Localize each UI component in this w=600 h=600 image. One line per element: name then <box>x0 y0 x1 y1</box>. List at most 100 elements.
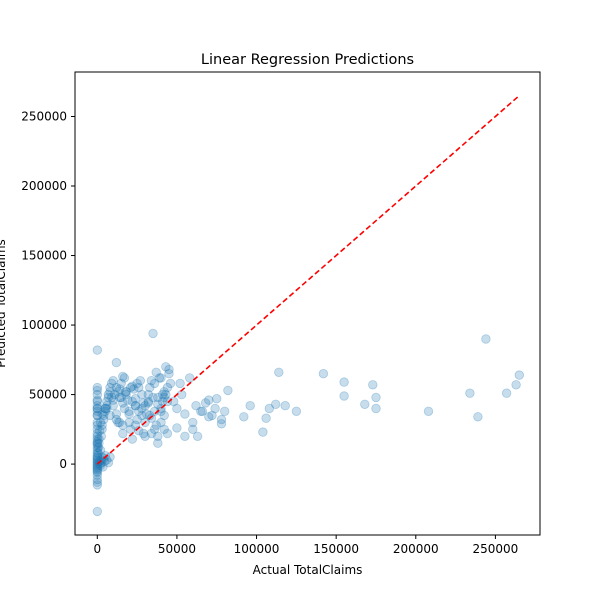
data-point <box>95 417 106 428</box>
data-point <box>161 362 171 372</box>
data-point <box>223 385 233 396</box>
data-point <box>92 434 103 444</box>
data-point <box>176 389 187 400</box>
data-point <box>100 403 111 414</box>
data-point <box>154 373 165 383</box>
data-point <box>211 394 222 404</box>
data-point <box>501 388 512 398</box>
data-point <box>138 398 149 408</box>
data-point <box>146 376 157 386</box>
data-point <box>151 420 161 430</box>
data-point <box>92 410 103 421</box>
data-point <box>133 406 144 417</box>
data-point <box>114 384 125 394</box>
data-point <box>159 410 169 421</box>
data-point <box>111 414 122 425</box>
data-point <box>92 458 103 468</box>
data-point <box>92 442 103 453</box>
data-point <box>473 412 483 422</box>
data-point <box>191 401 201 411</box>
data-point <box>100 451 111 461</box>
data-point <box>92 403 103 414</box>
data-point <box>368 380 378 390</box>
data-point <box>92 467 103 478</box>
data-point <box>138 428 149 439</box>
data-point <box>180 409 190 419</box>
data-point <box>108 395 118 405</box>
y-tick-label: 0 <box>59 457 67 471</box>
data-point <box>137 389 147 400</box>
data-point <box>143 398 154 408</box>
data-point <box>145 410 155 421</box>
data-point <box>511 380 521 390</box>
data-point <box>148 328 158 339</box>
data-point <box>103 458 114 468</box>
points-layer <box>92 328 525 517</box>
data-point <box>146 428 157 439</box>
data-point <box>94 438 104 448</box>
data-point <box>122 395 133 405</box>
x-axis-label: Actual TotalClaims <box>253 563 363 577</box>
data-point <box>92 420 103 430</box>
data-point <box>339 377 349 387</box>
data-point <box>102 396 112 407</box>
data-point <box>118 420 128 430</box>
data-point <box>197 406 208 417</box>
data-point <box>92 385 103 396</box>
data-point <box>97 409 107 419</box>
data-point <box>92 462 103 472</box>
data-point <box>106 378 117 389</box>
data-point <box>92 506 103 517</box>
data-point <box>121 387 131 397</box>
data-point <box>245 401 255 411</box>
data-point <box>318 369 329 379</box>
y-axis: 0 50000 100000 150000 200000 250000 <box>21 109 75 471</box>
data-point <box>95 445 106 455</box>
data-point <box>514 370 525 380</box>
data-point <box>159 424 169 435</box>
data-point <box>423 406 434 417</box>
data-point <box>157 396 168 407</box>
data-point <box>105 387 115 397</box>
data-point <box>162 428 173 439</box>
data-point <box>102 403 112 414</box>
data-point <box>100 406 111 417</box>
data-point <box>130 401 141 411</box>
data-point <box>149 424 160 435</box>
data-point <box>92 424 103 435</box>
data-point <box>204 412 214 422</box>
data-point <box>92 410 103 421</box>
y-tick-label: 250000 <box>21 109 67 123</box>
data-point <box>108 401 118 411</box>
data-point <box>145 382 155 393</box>
data-point <box>219 406 230 417</box>
data-point <box>180 431 190 442</box>
x-tick-label: 200000 <box>393 542 439 556</box>
data-point <box>111 409 122 419</box>
data-point <box>130 420 141 430</box>
data-point <box>94 434 104 444</box>
data-point <box>111 382 122 393</box>
data-point <box>204 395 214 405</box>
data-point <box>111 357 122 368</box>
chart-title: Linear Regression Predictions <box>201 52 414 68</box>
data-point <box>162 396 173 407</box>
data-point <box>118 398 128 408</box>
data-point <box>92 406 103 417</box>
data-point <box>161 389 171 400</box>
data-point <box>135 376 146 386</box>
data-point <box>132 414 142 425</box>
data-point <box>94 459 105 469</box>
data-point <box>129 384 139 394</box>
data-point <box>103 392 114 403</box>
data-point <box>188 424 198 435</box>
data-point <box>130 401 141 411</box>
data-point <box>92 396 103 407</box>
data-point <box>92 382 103 393</box>
data-point <box>97 424 107 435</box>
data-point <box>132 378 142 389</box>
data-point <box>157 389 168 400</box>
data-point <box>92 431 103 442</box>
data-point <box>274 367 284 378</box>
data-point <box>100 403 111 414</box>
